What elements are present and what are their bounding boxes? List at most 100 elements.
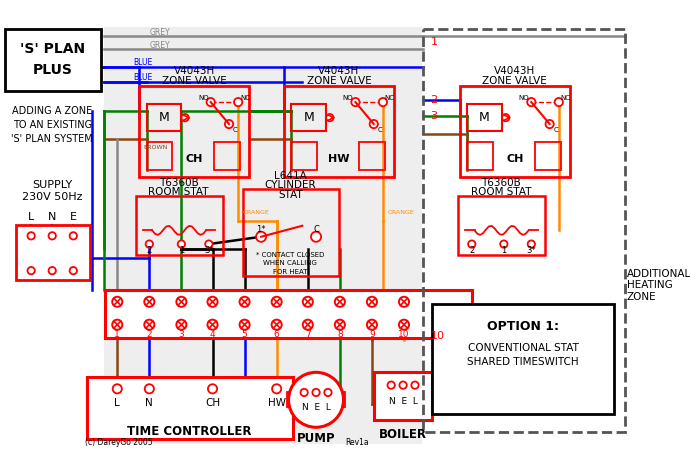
Circle shape <box>225 120 233 128</box>
Bar <box>106 290 472 337</box>
Circle shape <box>528 241 535 248</box>
Circle shape <box>48 267 56 274</box>
Text: T6360B: T6360B <box>159 178 199 188</box>
Text: GREY: GREY <box>150 41 170 50</box>
Text: 2: 2 <box>146 330 152 339</box>
Circle shape <box>239 320 250 330</box>
Text: 6: 6 <box>274 330 279 339</box>
Text: C: C <box>553 126 558 132</box>
Text: ZONE VALVE: ZONE VALVE <box>306 76 371 86</box>
Text: NC: NC <box>561 95 571 101</box>
Circle shape <box>112 384 122 394</box>
Text: 3*: 3* <box>526 246 536 255</box>
Circle shape <box>177 297 186 307</box>
Text: WHEN CALLING: WHEN CALLING <box>264 260 317 266</box>
Bar <box>359 142 385 170</box>
Text: CONVENTIONAL STAT: CONVENTIONAL STAT <box>468 343 578 352</box>
Text: Rev1a: Rev1a <box>346 439 369 447</box>
Bar <box>284 86 394 177</box>
Text: 1: 1 <box>115 330 120 339</box>
Text: 1*: 1* <box>256 225 266 234</box>
Circle shape <box>399 297 409 307</box>
Circle shape <box>181 114 188 121</box>
Text: 10: 10 <box>431 331 444 341</box>
Text: 2: 2 <box>469 246 475 255</box>
Circle shape <box>177 320 186 330</box>
Bar <box>139 86 249 177</box>
Text: 4: 4 <box>210 330 215 339</box>
Text: M: M <box>304 111 314 124</box>
Circle shape <box>300 389 308 396</box>
Bar <box>87 377 293 439</box>
Circle shape <box>335 297 345 307</box>
Text: ROOM STAT: ROOM STAT <box>471 187 531 197</box>
Text: BROWN: BROWN <box>143 146 167 150</box>
Circle shape <box>527 98 535 106</box>
Text: N  E  L: N E L <box>302 402 331 412</box>
Text: T6360B: T6360B <box>481 178 521 188</box>
Circle shape <box>205 241 213 248</box>
Circle shape <box>145 384 154 394</box>
Text: HW: HW <box>268 397 286 408</box>
Text: 2: 2 <box>431 95 437 105</box>
Circle shape <box>112 297 122 307</box>
Text: CH: CH <box>186 154 203 164</box>
Circle shape <box>239 297 250 307</box>
Circle shape <box>288 373 344 427</box>
Circle shape <box>48 232 56 240</box>
Circle shape <box>208 320 217 330</box>
Circle shape <box>272 320 282 330</box>
Text: M: M <box>159 111 169 124</box>
Text: ZONE VALVE: ZONE VALVE <box>482 76 547 86</box>
Text: 'S' PLAN: 'S' PLAN <box>19 42 85 56</box>
Bar <box>146 142 172 170</box>
Bar <box>291 142 317 170</box>
Text: C: C <box>233 126 238 132</box>
Text: C: C <box>313 225 319 234</box>
Circle shape <box>144 320 155 330</box>
Text: 10: 10 <box>398 330 410 339</box>
Circle shape <box>399 320 409 330</box>
Bar <box>458 196 545 255</box>
Text: CH: CH <box>506 154 524 164</box>
Text: TIME CONTROLLER: TIME CONTROLLER <box>128 425 252 439</box>
Circle shape <box>379 98 387 106</box>
Text: SHARED TIMESWITCH: SHARED TIMESWITCH <box>467 357 579 367</box>
Circle shape <box>144 297 155 307</box>
Text: TO AN EXISTING: TO AN EXISTING <box>12 120 92 130</box>
Text: NO: NO <box>343 95 353 101</box>
Text: M: M <box>480 111 490 124</box>
Text: 1: 1 <box>179 246 184 255</box>
Bar <box>146 104 181 132</box>
Text: E: E <box>70 212 77 221</box>
Circle shape <box>208 384 217 394</box>
Text: N  E  L: N E L <box>388 397 417 406</box>
Circle shape <box>313 389 319 396</box>
Circle shape <box>500 241 508 248</box>
Circle shape <box>411 381 419 389</box>
Text: V4043H: V4043H <box>494 66 535 76</box>
Circle shape <box>311 232 321 242</box>
Text: 1: 1 <box>431 37 437 47</box>
Bar <box>17 225 90 280</box>
Bar <box>287 393 293 407</box>
Circle shape <box>234 98 242 106</box>
Text: BLUE: BLUE <box>133 73 152 82</box>
Text: FOR HEAT: FOR HEAT <box>273 269 308 275</box>
Circle shape <box>28 267 34 274</box>
Bar <box>104 27 422 444</box>
Circle shape <box>400 381 406 389</box>
Text: ROOM STAT: ROOM STAT <box>148 187 209 197</box>
Text: ADDITIONAL
HEATING
ZONE: ADDITIONAL HEATING ZONE <box>627 269 690 302</box>
Bar <box>423 29 624 432</box>
Circle shape <box>502 114 509 121</box>
Circle shape <box>146 241 153 248</box>
Circle shape <box>367 297 377 307</box>
Text: L641A: L641A <box>274 171 307 181</box>
Text: CYLINDER: CYLINDER <box>264 181 316 190</box>
Text: 8: 8 <box>337 330 343 339</box>
Text: 9: 9 <box>369 330 375 339</box>
Text: OPTION 1:: OPTION 1: <box>487 320 559 333</box>
Text: NO: NO <box>198 95 208 101</box>
Text: HW: HW <box>328 154 350 164</box>
